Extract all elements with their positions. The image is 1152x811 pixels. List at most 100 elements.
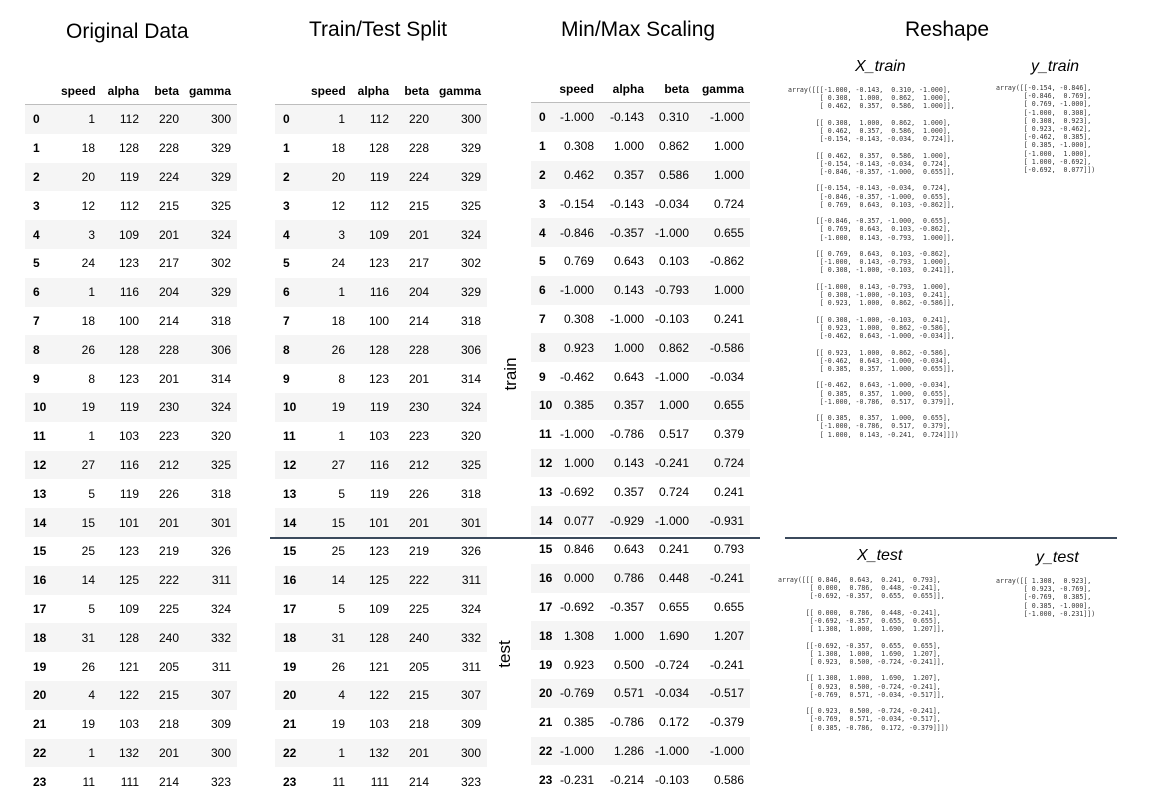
cell-alpha: 116 [369, 457, 389, 472]
cell-speed: 20 [331, 169, 345, 184]
cell-speed: -0.846 [559, 225, 594, 240]
cell-speed: 19 [81, 717, 95, 732]
cell-beta: 0.241 [658, 542, 689, 557]
cell-beta: 205 [158, 659, 179, 674]
cell-alpha: 101 [368, 515, 389, 530]
table-row: 14 15 101 201 301 [25, 508, 237, 537]
cell-gamma: 300 [210, 112, 231, 127]
cell-gamma: 0.724 [713, 196, 744, 211]
cell-gamma: -0.517 [709, 686, 744, 701]
cell-speed: 0.308 [563, 311, 594, 326]
cell-speed: 31 [81, 630, 95, 645]
min-max-scaling-table: speed alpha beta gamma 0 -1.000 -0.143 0.310 -1… [531, 76, 750, 794]
index-header [531, 76, 558, 103]
cell-speed: 26 [81, 342, 95, 357]
table-row: 10 0.385 0.357 1.000 0.655 [531, 390, 750, 420]
cell-alpha: 128 [368, 342, 389, 357]
cell-speed: 18 [331, 141, 345, 156]
row-index: 9 [283, 371, 290, 386]
x-train-title: X_train [855, 58, 906, 75]
cell-gamma: -0.586 [709, 340, 744, 355]
cell-alpha: 101 [118, 515, 139, 530]
cell-alpha: 0.500 [613, 657, 644, 672]
cell-gamma: 301 [460, 515, 481, 530]
cell-gamma: 302 [460, 256, 481, 271]
row-index: 4 [33, 227, 40, 242]
row-index: 7 [539, 311, 546, 326]
cell-gamma: 320 [460, 429, 481, 444]
cell-gamma: 314 [210, 371, 231, 386]
cell-gamma: 325 [210, 198, 231, 213]
table-row: 21 19 103 218 309 [25, 710, 237, 739]
row-index: 23 [283, 774, 297, 789]
row-index: 19 [539, 657, 553, 672]
table-row: 21 0.385 -0.786 0.172 -0.379 [531, 708, 750, 737]
cell-gamma: 329 [460, 141, 481, 156]
cell-alpha: 122 [118, 688, 139, 703]
cell-speed: 1 [338, 285, 345, 300]
cell-gamma: 311 [211, 573, 231, 588]
row-index: 21 [283, 717, 297, 732]
cell-speed: 15 [331, 515, 345, 530]
row-index: 4 [539, 225, 546, 240]
row-index: 11 [539, 427, 552, 442]
cell-gamma: 307 [210, 688, 231, 703]
cell-beta: -1.000 [654, 225, 689, 240]
cell-alpha: 109 [368, 227, 389, 242]
cell-alpha: 119 [119, 169, 139, 184]
cell-gamma: 1.000 [713, 139, 744, 154]
cell-beta: 0.448 [658, 571, 689, 586]
row-index: 5 [33, 256, 40, 271]
cell-gamma: 309 [210, 717, 231, 732]
row-index: 8 [283, 342, 290, 357]
title-original-data: Original Data [66, 20, 189, 43]
row-index: 15 [33, 544, 47, 559]
cell-gamma: -0.862 [709, 254, 744, 269]
cell-speed: 1.000 [563, 455, 594, 470]
cell-alpha: 1.000 [613, 340, 644, 355]
cell-gamma: 0.379 [713, 427, 744, 442]
cell-speed: 15 [81, 515, 95, 530]
table-row: 17 -0.692 -0.357 0.655 0.655 [531, 593, 750, 622]
cell-alpha: 109 [368, 601, 389, 616]
table-row: 13 5 119 226 318 [275, 479, 487, 508]
cell-beta: 0.862 [658, 340, 689, 355]
cell-alpha: 123 [368, 256, 389, 271]
cell-speed: 3 [338, 227, 345, 242]
cell-alpha: -0.786 [609, 427, 644, 442]
row-index: 15 [539, 542, 553, 557]
cell-beta: 201 [158, 227, 179, 242]
cell-gamma: 329 [460, 169, 481, 184]
cell-beta: 230 [158, 400, 179, 415]
row-index: 2 [33, 169, 40, 184]
table-row: 2 0.462 0.357 0.586 1.000 [531, 160, 750, 190]
table-row: 2 20 119 224 329 [25, 162, 237, 192]
original-data-table: speed alpha beta gamma 0 1 112 220 300 1 18 128 228… [25, 78, 237, 796]
cell-gamma: -0.034 [709, 369, 744, 384]
cell-speed: 3 [88, 227, 95, 242]
test-label: test [495, 640, 514, 668]
cell-beta: 214 [158, 313, 179, 328]
cell-beta: 0.862 [658, 139, 689, 154]
table-row: 23 -0.231 -0.214 -0.103 0.586 [531, 765, 750, 794]
table-row: 14 15 101 201 301 [275, 508, 487, 537]
cell-speed: -0.769 [559, 686, 594, 701]
cell-beta: 201 [408, 515, 429, 530]
cell-alpha: 121 [118, 659, 139, 674]
cell-speed: -0.231 [559, 772, 594, 787]
cell-alpha: 111 [370, 774, 389, 789]
cell-beta: 0.310 [658, 110, 689, 125]
cell-speed: 12 [81, 198, 95, 213]
table-row: 3 12 112 215 325 [25, 191, 237, 220]
cell-speed: 18 [331, 313, 345, 328]
cell-gamma: 324 [460, 601, 481, 616]
cell-gamma: 318 [210, 313, 231, 328]
table-row: 0 1 112 220 300 [275, 104, 487, 134]
cell-alpha: 123 [368, 371, 389, 386]
cell-beta: 201 [408, 745, 429, 760]
cell-alpha: 111 [120, 774, 139, 789]
table-row: 19 26 121 205 311 [275, 652, 487, 681]
cell-alpha: 0.643 [613, 254, 644, 269]
row-index: 12 [283, 457, 297, 472]
cell-beta: 201 [158, 515, 179, 530]
